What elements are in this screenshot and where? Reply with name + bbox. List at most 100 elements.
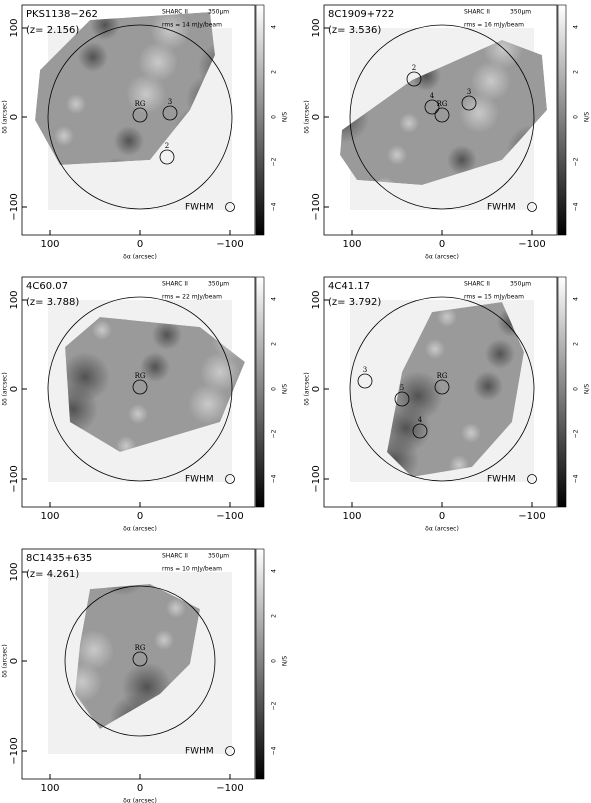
frame: [21, 548, 256, 780]
x-tick-label: 0: [137, 511, 143, 522]
y-tick-label: −100: [9, 737, 20, 764]
noise: [65, 352, 110, 402]
source-label: 4: [430, 92, 435, 100]
y-tick-label: 0: [9, 386, 20, 392]
y-axis-label: δδ (arcsec): [304, 372, 311, 405]
noise: [66, 94, 86, 114]
colorbar: [255, 4, 265, 236]
beam-symbol: [527, 474, 537, 484]
wavelength: 350μm: [208, 9, 229, 16]
y-tick-label: −100: [9, 465, 20, 492]
y-tick-label: 100: [311, 18, 322, 37]
noise: [473, 371, 503, 401]
noise: [485, 339, 515, 369]
noise: [461, 423, 481, 443]
noise: [154, 630, 174, 650]
colorbar-tick-label: 4: [573, 297, 580, 301]
x-tick-label: 0: [137, 239, 143, 250]
source-name: 4C60.07: [26, 281, 68, 292]
beam-circle: [47, 24, 233, 210]
frame: [21, 4, 256, 236]
beam-symbol: [225, 746, 235, 756]
colorbar-tick-label: −2: [573, 157, 580, 166]
source-label: 2: [412, 64, 416, 72]
y-tick-label: −100: [9, 193, 20, 220]
colorbar-tick-label: −2: [573, 429, 580, 438]
beam-symbol: [225, 202, 235, 212]
beam-symbol: [527, 202, 537, 212]
colorbar: [557, 276, 567, 508]
source-name: 8C1909+722: [328, 9, 394, 20]
source-marker: [412, 423, 428, 439]
colorbar: [255, 276, 265, 508]
source-name: PKS1138−262: [26, 9, 98, 20]
source-marker: [159, 149, 175, 165]
source-label: RG: [437, 100, 448, 108]
colorbar-tick-label: 0: [271, 387, 278, 391]
source-label: 5: [400, 384, 404, 392]
x-tick-label: 0: [137, 783, 143, 794]
colorbar-tick-label: 4: [271, 25, 278, 29]
x-tick-label: −100: [216, 783, 243, 794]
noise: [75, 630, 114, 670]
source-marker: [424, 99, 440, 115]
x-axis-label: δα (arcsec): [123, 798, 157, 803]
panel: RG 3 2 100 0 −100 100 0 −100 δα (arcsec) δδ (arcse…: [2, 4, 289, 261]
source-label: 3: [363, 366, 367, 374]
source-label: RG: [135, 644, 146, 652]
instrument: SHARC II: [162, 553, 188, 560]
colorbar-tick-label: −4: [271, 202, 278, 211]
source-name: 4C41.17: [328, 281, 370, 292]
colorbar-tick-label: −4: [271, 474, 278, 483]
colorbar-tick-label: 0: [271, 115, 278, 119]
x-tick-label: 100: [40, 239, 59, 250]
x-tick-label: −100: [518, 239, 545, 250]
redshift: (z= 3.536): [328, 25, 381, 36]
source-marker: [357, 373, 373, 389]
redshift: (z= 3.788): [26, 297, 79, 308]
noise: [138, 42, 178, 82]
colorbar-label: N/S: [584, 112, 591, 123]
instrument: SHARC II: [464, 9, 490, 16]
noise: [437, 307, 457, 327]
x-tick-label: −100: [216, 239, 243, 250]
beam-label: FWHM: [185, 203, 214, 213]
source-marker: [406, 71, 422, 87]
noise: [425, 339, 445, 359]
noise: [447, 145, 477, 175]
noise: [459, 93, 499, 133]
noise: [393, 371, 443, 421]
map-area: [75, 584, 200, 729]
y-tick-label: −100: [311, 193, 322, 220]
y-tick-label: 0: [311, 114, 322, 120]
y-tick-label: −100: [311, 465, 322, 492]
colorbar-tick-label: −4: [573, 474, 580, 483]
noise: [98, 584, 148, 596]
y-axis-label: δδ (arcsec): [2, 644, 9, 677]
panel: 3 5 RG 4 100 0 −100 100 0 −100 δα (arcsec) δδ (arcs…: [304, 276, 591, 533]
colorbar-tick-label: 0: [271, 659, 278, 663]
noise: [126, 74, 166, 114]
noise: [188, 384, 228, 424]
colorbar-tick-label: −4: [271, 746, 278, 755]
y-tick-label: 100: [9, 18, 20, 37]
colorbar-tick-label: 4: [271, 297, 278, 301]
beam-circle: [349, 296, 535, 482]
beam-circle: [349, 24, 535, 210]
colorbar-tick-label: −2: [271, 429, 278, 438]
colorbar-tick-label: 2: [573, 70, 580, 74]
x-tick-label: 100: [342, 239, 361, 250]
source-label: 4: [418, 416, 423, 424]
noise: [399, 113, 419, 133]
map: [65, 317, 245, 452]
x-axis-label: δα (arcsec): [123, 254, 157, 261]
noise: [54, 126, 74, 146]
redshift: (z= 4.261): [26, 569, 79, 580]
noise: [92, 320, 112, 340]
noise: [471, 61, 511, 101]
source-marker: [132, 651, 148, 667]
source-marker: [434, 379, 450, 395]
rms: rms = 15 mJy/beam: [464, 294, 524, 301]
beam-label: FWHM: [185, 747, 214, 757]
